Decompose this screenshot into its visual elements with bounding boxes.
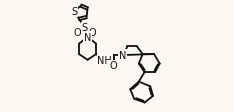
Text: S: S [82,23,88,33]
Text: O: O [88,28,96,38]
Text: NH: NH [97,55,112,65]
Text: N: N [119,51,126,60]
Text: O: O [73,28,81,38]
Text: N: N [84,33,91,43]
Text: O: O [109,61,117,71]
Text: S: S [71,7,77,17]
